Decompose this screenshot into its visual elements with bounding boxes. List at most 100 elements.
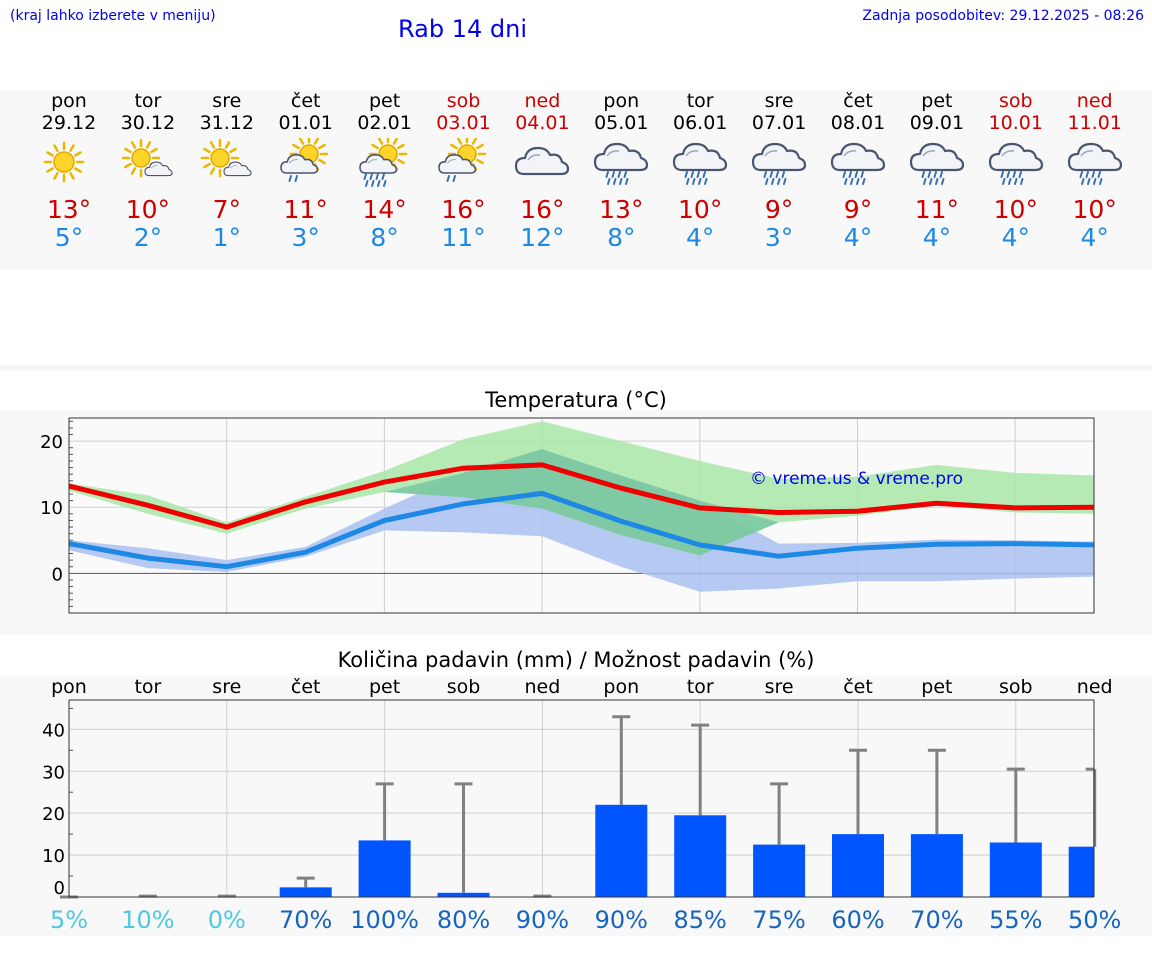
precip-probability: 90%: [516, 906, 569, 934]
forecast-day: sre 07.01 9° 3°: [740, 90, 818, 252]
day-name: tor: [134, 90, 162, 112]
category-label: tor: [687, 676, 714, 698]
min-temp: 12°: [520, 223, 565, 252]
day-date: 08.01: [830, 112, 886, 134]
min-temp: 5°: [54, 223, 84, 252]
precip-probability: 50%: [1068, 906, 1121, 934]
max-temp-line: [68, 462, 1095, 530]
min-temp: 4°: [1080, 223, 1109, 252]
forecast-day: pon 05.01 13° 8°: [582, 90, 660, 252]
precip-probability: 10%: [121, 906, 174, 934]
day-date: 29.12: [41, 112, 97, 134]
temperature-chart-title: Temperatura (°C): [485, 388, 667, 412]
category-label: ned: [525, 676, 561, 698]
sun-icon: [43, 141, 85, 183]
cloud-rain-icon: [988, 142, 1043, 185]
day-date: 04.01: [515, 112, 570, 134]
precip-bar: [674, 815, 727, 897]
day-date: 30.12: [120, 112, 176, 134]
day-date: 09.01: [909, 112, 965, 134]
forecast-day: pet 02.01 14° 8°: [346, 90, 424, 252]
category-label: pet: [369, 676, 400, 698]
forecast-day: sob 03.01 16° 11°: [425, 90, 503, 252]
max-temp: 10°: [993, 195, 1038, 224]
day-name: čet: [290, 90, 321, 112]
forecast-strip: [0, 90, 1152, 270]
day-date: 07.01: [751, 112, 807, 134]
category-label: sob: [999, 676, 1033, 698]
min-temp: 1°: [212, 223, 241, 252]
category-label: pon: [51, 676, 87, 698]
category-label: ned: [1077, 676, 1113, 698]
max-temp: 10°: [678, 195, 723, 224]
y-tick-label: 20: [40, 432, 63, 453]
y-tick-label: 0: [54, 878, 65, 899]
day-name: sob: [999, 90, 1033, 112]
min-temp: 8°: [370, 223, 399, 252]
day-date: 01.01: [278, 112, 333, 134]
precip-bar: [910, 834, 963, 897]
day-date: 02.01: [357, 112, 412, 134]
watermark: © vreme.us & vreme.pro: [750, 469, 963, 489]
max-temp: 10°: [125, 195, 171, 224]
min-temp: 2°: [133, 223, 163, 252]
y-tick-label: 30: [42, 762, 65, 783]
cloud-rain-icon: [673, 142, 728, 185]
day-date: 05.01: [594, 112, 649, 134]
sun-cloud-icon: [200, 138, 252, 178]
precip-bar: [989, 842, 1042, 897]
precip-bar: [832, 834, 884, 897]
day-date: 03.01: [436, 112, 491, 134]
cloud-rain-icon: [594, 142, 649, 185]
forecast-day: čet 08.01 9° 4°: [819, 90, 897, 252]
precipitation-chart-title: Količina padavin (mm) / Možnost padavin …: [337, 648, 815, 672]
min-temp: 11°: [441, 223, 486, 252]
sun-cloud-icon: [121, 138, 173, 178]
max-temp: 11°: [283, 195, 328, 224]
category-label: čet: [843, 676, 873, 698]
y-tick-label: 20: [42, 804, 65, 825]
day-name: sre: [212, 90, 242, 112]
category-label: tor: [134, 676, 161, 698]
max-temp: 13°: [46, 195, 92, 224]
cloud-rain-icon: [751, 142, 807, 185]
day-name: pet: [368, 90, 401, 112]
max-temp: 13°: [599, 195, 644, 224]
min-temp: 4°: [922, 223, 952, 252]
max-temp: 16°: [520, 195, 565, 224]
max-temp: 11°: [914, 195, 960, 224]
category-label: pet: [921, 676, 952, 698]
forecast-day: pon 29.12 13° 5°: [30, 90, 108, 252]
precip-bar: [753, 844, 806, 897]
max-temp: 9°: [764, 195, 794, 224]
precip-probability: 70%: [279, 906, 332, 934]
separator: [0, 365, 1152, 370]
category-label: sre: [765, 676, 794, 698]
precip-bar: [595, 804, 648, 897]
cloud-rain-icon: [1067, 142, 1122, 185]
day-name: sre: [764, 90, 794, 112]
last-update: Zadnja posodobitev: 29.12.2025 - 08:26: [862, 8, 1144, 24]
min-temp: 3°: [764, 223, 794, 252]
sun-rain-icon: [437, 138, 486, 182]
precip-probability: 60%: [831, 906, 884, 934]
precip-bar: [358, 840, 411, 897]
forecast-day: sre 31.12 7° 1°: [188, 90, 266, 252]
category-label: pon: [603, 676, 639, 698]
precip-probability: 90%: [595, 906, 648, 934]
max-temp: 7°: [212, 195, 241, 224]
day-name: ned: [524, 90, 561, 112]
page-title: Rab 14 dni: [398, 15, 527, 43]
location-hint[interactable]: (kraj lahko izberete v meniju): [10, 8, 216, 24]
forecast-day: pet 09.01 11° 4°: [898, 90, 976, 252]
day-name: tor: [686, 90, 714, 112]
day-date: 31.12: [199, 112, 254, 134]
precipitation-chart: 0 10 20 30 40 pon tor sre čet pet sob ned pon tor sre č…: [42, 676, 1121, 934]
category-label: sob: [447, 676, 481, 698]
category-label: sre: [212, 676, 241, 698]
plot-frame: [68, 417, 1095, 614]
day-name: pet: [921, 90, 953, 112]
forecast-day: tor 06.01 10° 4°: [661, 90, 739, 252]
cloud-rain-icon: [830, 142, 886, 185]
day-name: pon: [603, 90, 640, 112]
